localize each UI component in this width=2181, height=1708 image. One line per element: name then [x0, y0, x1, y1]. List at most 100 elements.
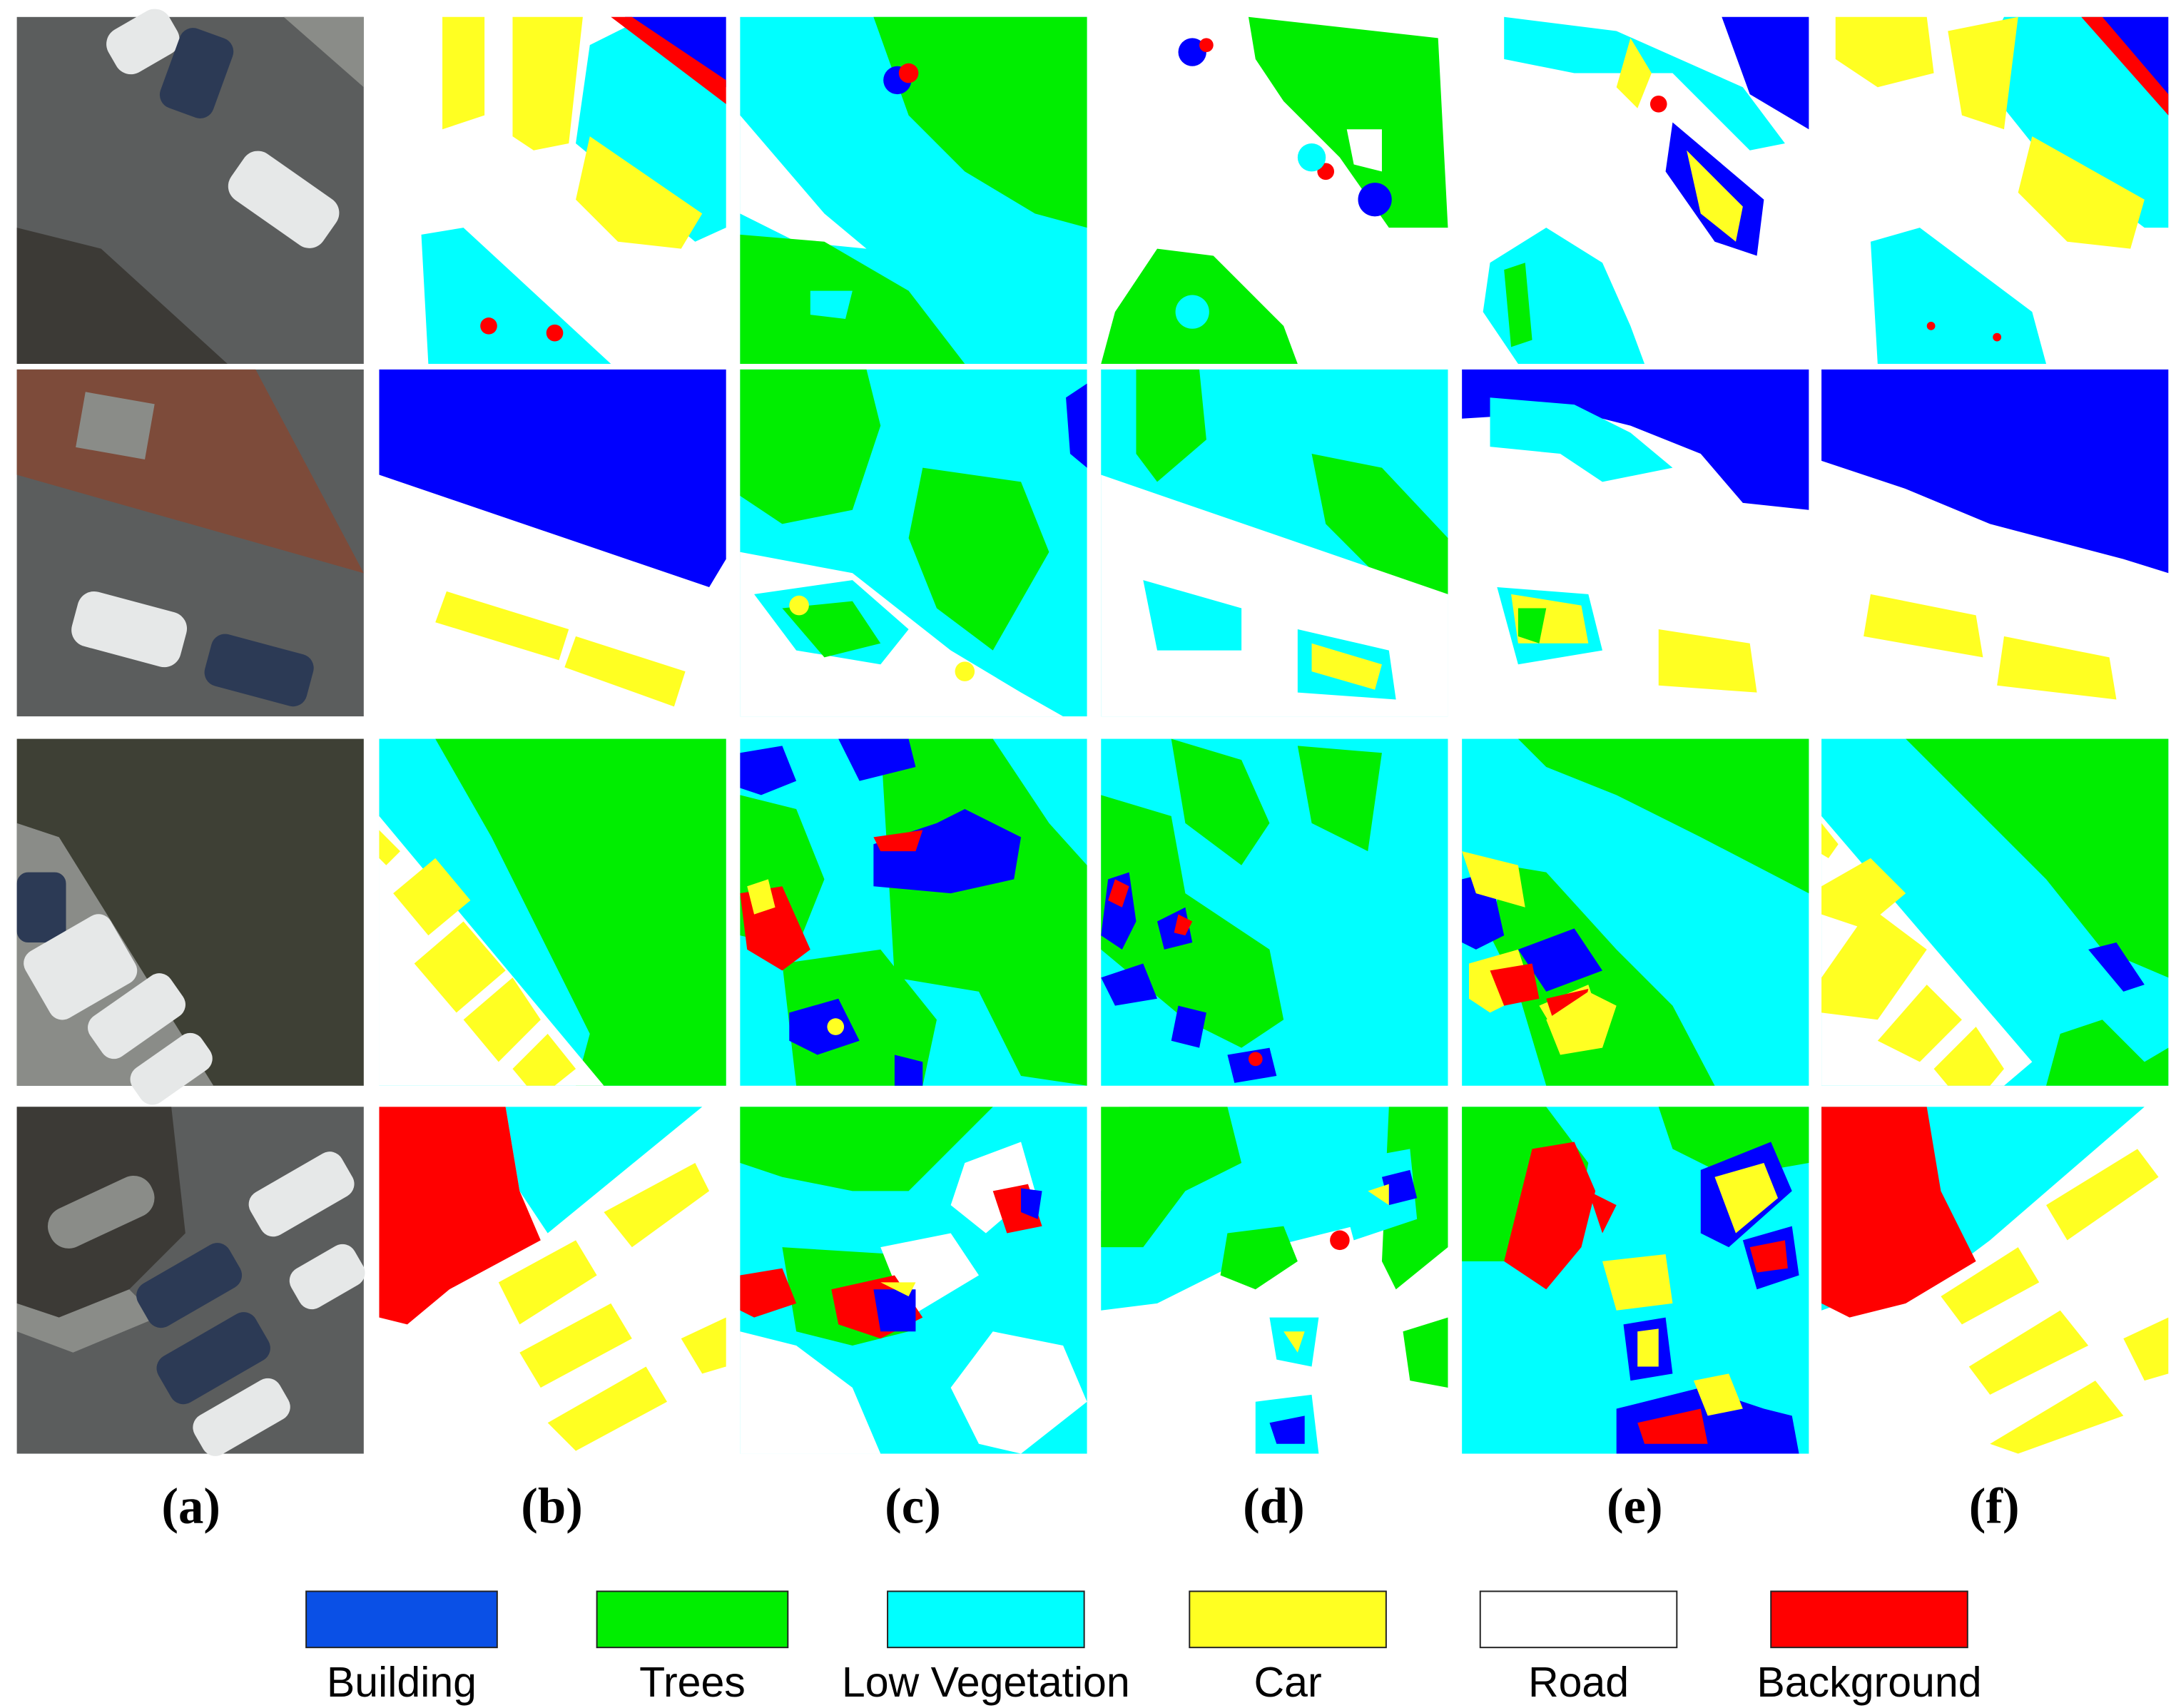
building-region: [873, 1289, 916, 1332]
panel-label: (f): [1969, 1478, 2020, 1534]
building-region: [1821, 369, 2169, 574]
car-region: [1602, 1254, 1673, 1311]
building-region: [379, 369, 726, 587]
background-region: [1821, 1107, 1976, 1318]
car-region: [1714, 1163, 1779, 1234]
car-region: [1990, 1381, 2124, 1454]
building-region: [1178, 38, 1206, 66]
image-shape: [16, 1289, 158, 1353]
panel: [740, 1107, 1087, 1454]
car-region: [1693, 1373, 1743, 1416]
panel: [1462, 1107, 1809, 1454]
panel: [379, 1107, 726, 1454]
low-vegetation-region: [1175, 295, 1209, 329]
car-region: [2123, 1317, 2169, 1381]
low-vegetation-region: [505, 1107, 703, 1234]
trees-region: [1517, 608, 1547, 644]
panel: [379, 369, 726, 717]
image-shape: [228, 151, 340, 248]
legend-label: Trees: [639, 1659, 746, 1706]
image-shape: [159, 28, 234, 118]
road-region: [950, 1331, 1087, 1454]
background-region: [1330, 1230, 1350, 1251]
trees-region: [873, 16, 1087, 228]
car-region: [519, 1303, 632, 1388]
trees-region: [908, 467, 1049, 651]
image-shape: [130, 1032, 213, 1105]
building-region: [1171, 1005, 1206, 1048]
panel-label: (c): [885, 1478, 941, 1534]
image-shape: [47, 1175, 155, 1249]
panel: [379, 738, 726, 1086]
background-region: [898, 63, 919, 83]
panel: [1821, 369, 2169, 717]
road-region: [740, 1331, 881, 1454]
car-region: [1637, 1328, 1659, 1367]
car-region: [1933, 1027, 2004, 1086]
car-region: [1311, 643, 1382, 690]
image-shape: [289, 1244, 365, 1310]
building-region: [2088, 942, 2145, 992]
background-region: [1248, 1052, 1263, 1067]
car-region: [564, 636, 686, 707]
car-region: [498, 1240, 597, 1325]
panel: [16, 738, 364, 1105]
car-region: [576, 136, 703, 249]
trees-region: [782, 601, 881, 658]
background-region: [1588, 1191, 1617, 1234]
car-region: [463, 977, 541, 1062]
building-region: [1517, 928, 1602, 992]
low-vegetation-region: [1143, 580, 1242, 651]
trees-region: [740, 1107, 993, 1191]
panel: [1462, 738, 1809, 1086]
panel: [1462, 16, 1809, 365]
low-vegetation-region: [576, 24, 726, 242]
background-region: [1174, 914, 1193, 936]
building-region: [1101, 963, 1158, 1006]
car-region: [1462, 851, 1525, 908]
car-region: [1821, 858, 1906, 929]
background-region: [546, 324, 564, 342]
panel: [16, 9, 364, 365]
car-region: [1821, 907, 1927, 1020]
trees-region: [1906, 738, 2169, 978]
car-region: [512, 16, 583, 151]
image-shape: [106, 9, 180, 75]
car-region: [435, 591, 569, 661]
low-vegetation-region: [810, 290, 853, 320]
car-region: [414, 921, 506, 1013]
road-region: [950, 1142, 1035, 1234]
background-region: [379, 1107, 541, 1325]
road-region: [379, 815, 604, 1086]
car-region: [1283, 1331, 1305, 1353]
panel: [1821, 16, 2169, 365]
panel: [1101, 738, 1448, 1086]
car-region: [880, 1282, 916, 1297]
low-vegetation-region: [1504, 16, 1785, 151]
legend-swatch: [1479, 1590, 1678, 1649]
image-shape: [156, 1312, 270, 1405]
legend-label: Low Vegetation: [842, 1659, 1130, 1706]
background-region: [740, 1268, 797, 1318]
image-shape: [88, 973, 185, 1059]
image-shape: [16, 872, 66, 943]
building-region: [1358, 183, 1392, 217]
car-region: [827, 1018, 845, 1035]
building-region: [1269, 1415, 1305, 1444]
panel-labels: (a) (b) (c) (d) (e) (f): [161, 1478, 2019, 1534]
panel-label: (d): [1243, 1478, 1305, 1534]
building-region: [894, 1054, 923, 1086]
car-region: [1997, 636, 2117, 700]
panel: [1101, 16, 1448, 365]
background-region: [1926, 321, 1936, 330]
low-vegetation-region: [1870, 228, 2047, 365]
legend-swatch: [305, 1590, 498, 1649]
building-region: [1764, 1408, 1799, 1454]
building-region: [624, 16, 726, 88]
trees-region: [1504, 263, 1532, 347]
car-region: [393, 858, 471, 936]
building-region: [789, 998, 860, 1055]
car-region: [1941, 1247, 2040, 1325]
car-region: [789, 595, 809, 616]
